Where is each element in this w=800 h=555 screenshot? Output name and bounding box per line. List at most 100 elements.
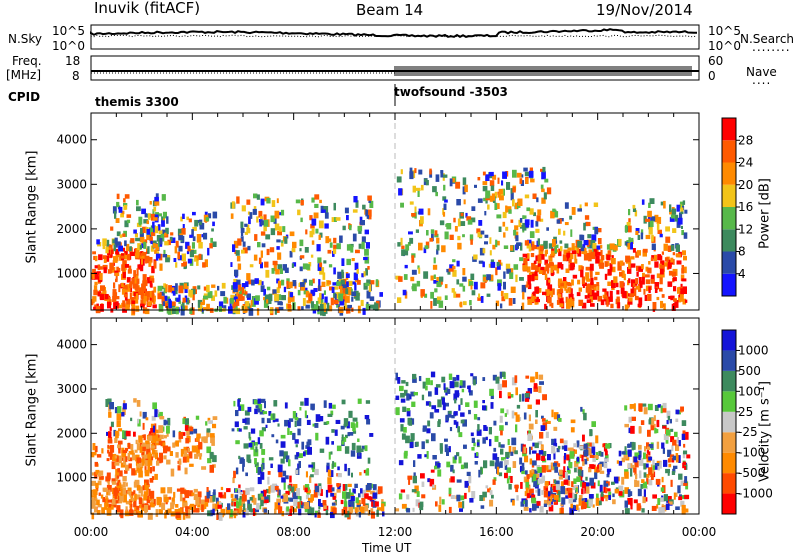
echo-cell (127, 442, 131, 449)
echo-cell (464, 480, 469, 488)
echo-cell (607, 281, 612, 286)
echo-cell (198, 441, 203, 450)
echo-cell (131, 491, 134, 496)
echo-cell (660, 260, 665, 267)
echo-cell (201, 436, 205, 442)
echo-cell (660, 497, 665, 502)
echo-cell (92, 274, 95, 279)
echo-cell (682, 286, 687, 294)
echo-cell (338, 293, 343, 302)
echo-cell (124, 194, 130, 199)
echo-cell (366, 279, 371, 285)
echo-cell (94, 272, 99, 280)
echo-cell (497, 383, 502, 390)
echo-cell (253, 497, 257, 505)
echo-cell (297, 209, 301, 216)
echo-cell (505, 451, 510, 458)
echo-cell (254, 442, 258, 446)
echo-cell (330, 410, 334, 416)
echo-cell (513, 264, 519, 270)
echo-cell (266, 197, 271, 204)
echo-cell (130, 417, 133, 422)
echo-cell (541, 415, 544, 419)
echo-cell (345, 288, 349, 295)
echo-cell (258, 257, 262, 265)
echo-cell (580, 269, 584, 278)
echo-cell (541, 475, 546, 483)
echo-cell (248, 442, 253, 448)
echo-cell (646, 478, 649, 485)
echo-cell (367, 457, 371, 464)
echo-cell (150, 435, 154, 444)
echo-cell (550, 494, 556, 498)
echo-cell (304, 487, 308, 493)
echo-cell (400, 237, 403, 246)
echo-cell (255, 446, 258, 453)
echo-cell (528, 485, 531, 490)
echo-cell (346, 287, 352, 295)
echo-cell (512, 461, 517, 468)
echo-cell (477, 198, 483, 203)
echo-cell (529, 458, 533, 465)
echo-cell (596, 290, 600, 297)
echo-cell (257, 437, 261, 445)
echo-cell (347, 304, 352, 309)
echo-cell (408, 420, 413, 426)
echo-cell (220, 486, 224, 491)
echo-cell (522, 291, 525, 300)
echo-cell (363, 257, 368, 261)
echo-cell (298, 461, 301, 468)
echo-cell (576, 476, 581, 482)
echo-cell (592, 285, 597, 291)
cbar-tick-label: 25 (738, 405, 753, 419)
echo-cell (323, 400, 327, 408)
echo-cell (133, 270, 136, 278)
echo-cell (334, 286, 339, 290)
echo-cell (304, 397, 309, 406)
echo-cell (305, 494, 310, 500)
echo-cell (587, 245, 591, 249)
echo-cell (526, 207, 531, 212)
echo-cell (273, 400, 278, 407)
echo-cell (247, 245, 251, 251)
echo-cell (628, 262, 631, 270)
echo-cell (159, 213, 162, 217)
echo-cell (638, 426, 642, 434)
echo-cell (468, 409, 471, 415)
echo-cell (600, 244, 603, 249)
echo-cell (205, 421, 208, 426)
echo-cell (630, 256, 635, 260)
echo-cell (146, 277, 151, 284)
echo-cell (510, 451, 514, 456)
echo-cell (370, 508, 374, 512)
echo-cell (194, 257, 197, 262)
echo-cell (534, 286, 540, 294)
echo-cell (120, 213, 124, 218)
y-tick-label: 2000 (56, 426, 87, 440)
echo-cell (648, 227, 653, 235)
echo-cell (440, 279, 443, 285)
echo-cell (148, 260, 152, 265)
echo-cell (450, 495, 455, 499)
echo-cell (107, 398, 112, 405)
echo-cell (116, 505, 121, 512)
echo-cell (113, 282, 116, 289)
echo-cell (216, 497, 219, 504)
echo-cell (521, 393, 525, 402)
echo-cell (134, 493, 137, 501)
echo-cell (300, 284, 306, 291)
echo-cell (234, 269, 239, 277)
echo-cell (256, 216, 259, 223)
echo-cell (157, 224, 161, 231)
echo-cell (637, 303, 642, 308)
echo-cell (535, 220, 539, 227)
echo-cell (619, 260, 624, 266)
echo-cell (502, 171, 507, 179)
echo-cell (317, 512, 321, 518)
echo-cell (298, 508, 302, 516)
echo-cell (142, 274, 147, 281)
echo-cell (482, 248, 486, 254)
echo-cell (489, 439, 492, 447)
echo-cell (303, 451, 306, 457)
echo-cell (448, 487, 452, 495)
